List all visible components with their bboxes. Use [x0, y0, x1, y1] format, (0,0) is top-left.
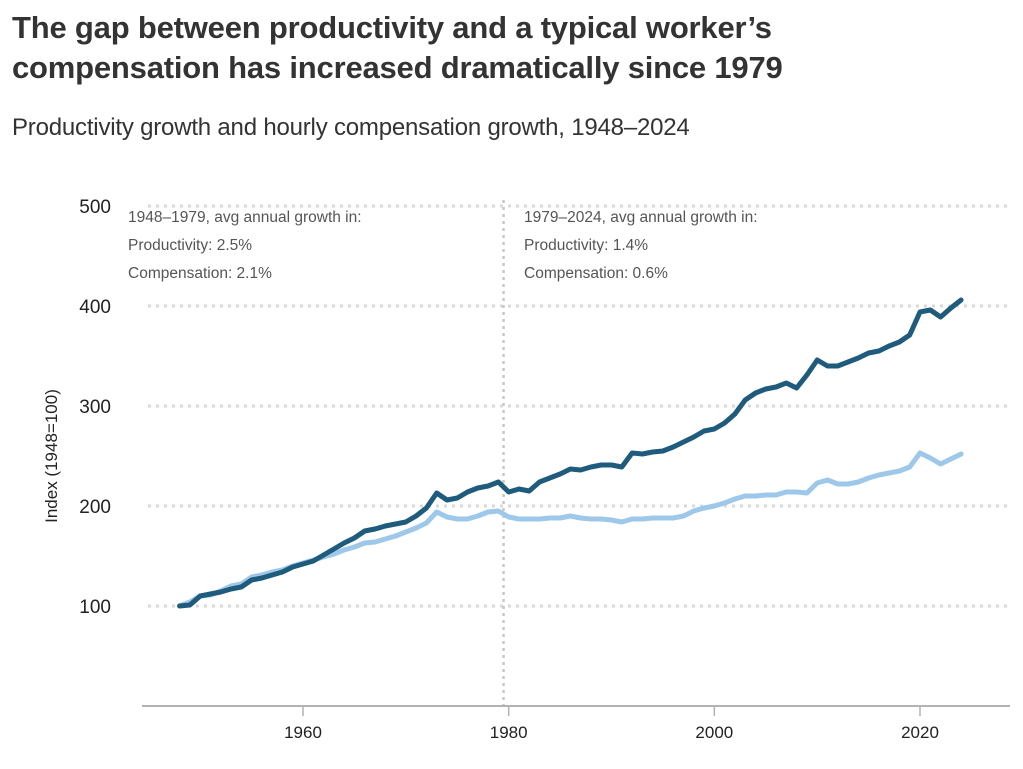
chart-title: The gap between productivity and a typic…	[12, 8, 1012, 88]
series-line-productivity	[177, 297, 964, 609]
x-tick-label-1960: 1960	[284, 723, 322, 742]
annotation-right-productivity: Productivity: 1.4%	[524, 237, 648, 254]
chart-title-line-2: compensation has increased dramatically …	[12, 50, 783, 85]
x-tick-label-2000: 2000	[695, 723, 733, 742]
chart-title-line-1: The gap between productivity and a typic…	[12, 10, 772, 45]
annotation-left: 1948–1979, avg annual growth in: Product…	[128, 209, 362, 282]
y-axis-label: Index (1948=100)	[42, 389, 61, 523]
y-tick-label-200: 200	[79, 497, 111, 518]
annotation-right-heading: 1979–2024, avg annual growth in:	[524, 209, 758, 226]
x-tick-label-2020: 2020	[901, 723, 939, 742]
y-tick-label-400: 400	[79, 297, 111, 318]
annotation-left-compensation: Compensation: 2.1%	[128, 265, 272, 282]
annotation-left-productivity: Productivity: 2.5%	[128, 237, 252, 254]
series-line-compensation	[177, 450, 964, 609]
x-tick-label-1980: 1980	[490, 723, 528, 742]
y-axis-ticks: 100 200 300 400 500	[79, 197, 111, 618]
chart-subtitle: Productivity growth and hourly compensat…	[12, 114, 690, 141]
y-tick-label-100: 100	[79, 597, 111, 618]
y-tick-label-300: 300	[79, 397, 111, 418]
y-tick-label-500: 500	[79, 197, 111, 218]
annotation-right: 1979–2024, avg annual growth in: Product…	[524, 209, 758, 282]
x-axis: 1960 1980 2000 2020	[142, 705, 1010, 742]
annotation-left-heading: 1948–1979, avg annual growth in:	[128, 209, 362, 226]
series-lines	[177, 297, 964, 609]
annotation-right-compensation: Compensation: 0.6%	[524, 265, 668, 282]
